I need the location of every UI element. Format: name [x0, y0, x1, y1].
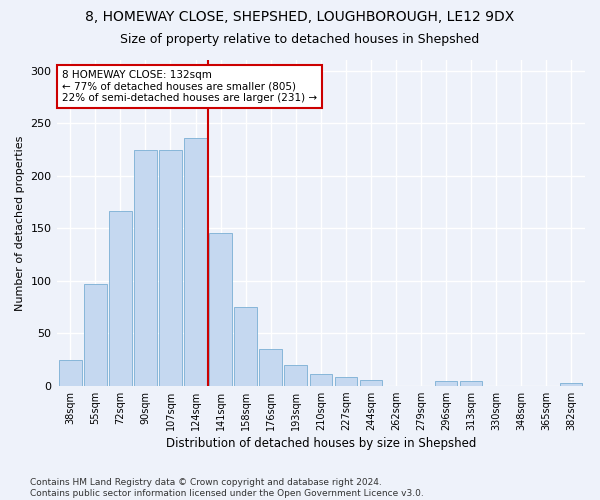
X-axis label: Distribution of detached houses by size in Shepshed: Distribution of detached houses by size … [166, 437, 476, 450]
Bar [159, 150, 182, 386]
Bar [109, 212, 131, 386]
Bar [134, 150, 157, 386]
Bar [310, 374, 332, 386]
Bar [359, 380, 382, 386]
Bar [209, 234, 232, 386]
Bar [284, 364, 307, 386]
Text: Size of property relative to detached houses in Shepshed: Size of property relative to detached ho… [121, 32, 479, 46]
Bar [59, 360, 82, 386]
Bar [435, 382, 457, 386]
Bar [335, 378, 357, 386]
Text: 8, HOMEWAY CLOSE, SHEPSHED, LOUGHBOROUGH, LE12 9DX: 8, HOMEWAY CLOSE, SHEPSHED, LOUGHBOROUGH… [85, 10, 515, 24]
Bar [184, 138, 207, 386]
Bar [235, 307, 257, 386]
Text: Contains HM Land Registry data © Crown copyright and database right 2024.
Contai: Contains HM Land Registry data © Crown c… [30, 478, 424, 498]
Bar [84, 284, 107, 386]
Text: 8 HOMEWAY CLOSE: 132sqm
← 77% of detached houses are smaller (805)
22% of semi-d: 8 HOMEWAY CLOSE: 132sqm ← 77% of detache… [62, 70, 317, 103]
Bar [560, 382, 583, 386]
Bar [460, 382, 482, 386]
Y-axis label: Number of detached properties: Number of detached properties [15, 135, 25, 310]
Bar [259, 349, 282, 386]
